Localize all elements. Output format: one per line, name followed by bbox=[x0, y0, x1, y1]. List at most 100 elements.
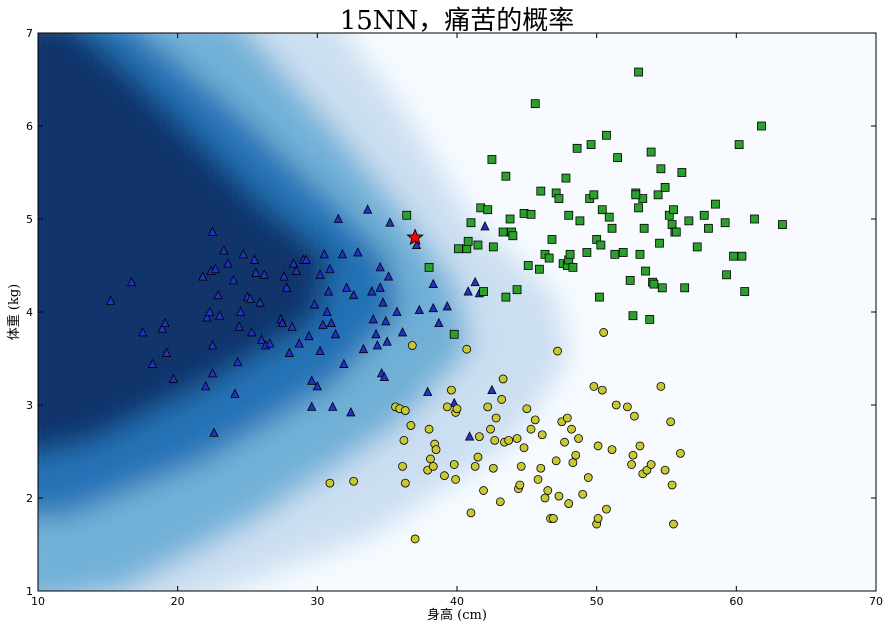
square-point bbox=[508, 231, 518, 241]
triangle-point bbox=[346, 407, 356, 417]
square-point bbox=[699, 210, 709, 220]
triangle-point bbox=[287, 321, 297, 331]
square-point bbox=[667, 220, 677, 229]
triangle-point bbox=[288, 258, 299, 268]
circle-point bbox=[428, 461, 438, 471]
triangle-point bbox=[392, 306, 402, 316]
circle-point bbox=[622, 402, 632, 412]
circle-point bbox=[522, 404, 532, 414]
circle-point bbox=[540, 493, 550, 503]
circle-point bbox=[628, 450, 638, 460]
square-point bbox=[473, 240, 483, 250]
circle-point bbox=[627, 460, 636, 469]
triangle-point bbox=[147, 358, 158, 368]
square-point bbox=[656, 164, 666, 174]
square-point bbox=[649, 279, 659, 289]
circle-point bbox=[516, 461, 526, 471]
triangle-point bbox=[213, 289, 223, 300]
triangle-point bbox=[315, 345, 325, 355]
circle-point bbox=[568, 458, 578, 468]
square-point bbox=[692, 242, 702, 252]
x-tick-label: 20 bbox=[171, 595, 185, 608]
circle-point bbox=[571, 450, 581, 460]
triangle-point bbox=[219, 245, 229, 255]
triangle-point bbox=[326, 317, 336, 328]
triangle-point bbox=[161, 347, 172, 357]
square-point bbox=[554, 194, 564, 203]
plot-area bbox=[38, 33, 876, 591]
triangle-point bbox=[411, 239, 422, 249]
triangle-point bbox=[228, 274, 239, 285]
circle-point bbox=[553, 346, 562, 356]
triangle-point bbox=[312, 381, 322, 391]
circle-point bbox=[676, 448, 685, 458]
triangle-point bbox=[126, 276, 137, 287]
square-point bbox=[631, 190, 641, 200]
triangle-point bbox=[223, 258, 233, 268]
triangle-point bbox=[307, 375, 317, 385]
x-tick-label: 60 bbox=[729, 595, 743, 608]
triangle-point bbox=[428, 302, 438, 313]
x-axis-label: 身高 (cm) bbox=[427, 607, 487, 623]
square-point bbox=[596, 240, 606, 250]
triangle-point bbox=[245, 293, 255, 303]
square-point bbox=[523, 261, 533, 270]
square-point bbox=[479, 287, 488, 296]
circle-point bbox=[635, 441, 645, 451]
x-tick-label: 50 bbox=[590, 595, 604, 608]
square-point bbox=[582, 248, 592, 257]
heatmap-band bbox=[38, 33, 332, 455]
circle-point bbox=[597, 385, 607, 395]
triangle-point bbox=[235, 306, 246, 316]
square-point bbox=[641, 266, 650, 276]
triangle-point bbox=[214, 310, 225, 320]
circle-point bbox=[536, 463, 546, 473]
triangle-point bbox=[383, 271, 394, 281]
triangle-point bbox=[358, 343, 369, 354]
square-point bbox=[530, 99, 540, 109]
triangle-point bbox=[342, 282, 352, 292]
square-point bbox=[561, 173, 571, 183]
circle-point bbox=[583, 473, 593, 482]
circle-point bbox=[629, 411, 639, 421]
triangle-point bbox=[277, 317, 288, 328]
circle-point bbox=[483, 402, 493, 412]
square-point bbox=[657, 283, 667, 293]
circle-point bbox=[537, 430, 547, 440]
square-point bbox=[684, 216, 694, 226]
square-point bbox=[734, 140, 744, 150]
square-point bbox=[535, 264, 544, 274]
circle-point bbox=[574, 434, 583, 443]
square-point bbox=[424, 262, 434, 272]
triangle-point bbox=[362, 204, 373, 214]
circle-point bbox=[449, 460, 459, 469]
y-tick-label: 6 bbox=[26, 120, 33, 133]
square-point bbox=[722, 270, 731, 280]
square-point bbox=[704, 223, 713, 233]
square-point bbox=[634, 203, 643, 213]
y-tick-label: 5 bbox=[26, 213, 33, 226]
query-star-point bbox=[406, 228, 424, 246]
circle-point bbox=[400, 406, 410, 415]
circle-point bbox=[349, 476, 359, 486]
circle-point bbox=[515, 480, 525, 490]
triangle-point bbox=[442, 301, 452, 311]
circle-point bbox=[564, 499, 574, 508]
circle-point bbox=[442, 402, 452, 412]
triangle-point bbox=[428, 278, 438, 289]
triangle-point bbox=[202, 312, 212, 322]
y-axis-label: 体重 (kg) bbox=[6, 284, 22, 340]
triangle-point bbox=[348, 289, 359, 300]
square-point bbox=[402, 210, 412, 220]
square-point bbox=[625, 275, 635, 285]
triangle-point bbox=[333, 213, 343, 223]
triangle-point bbox=[234, 321, 244, 331]
square-point bbox=[597, 205, 607, 215]
circle-point bbox=[462, 344, 472, 354]
triangle-point bbox=[379, 371, 390, 382]
triangle-point bbox=[319, 248, 329, 259]
y-tick-label: 7 bbox=[26, 27, 33, 40]
square-point bbox=[512, 285, 522, 295]
square-point bbox=[466, 218, 476, 228]
circle-point bbox=[447, 385, 456, 395]
